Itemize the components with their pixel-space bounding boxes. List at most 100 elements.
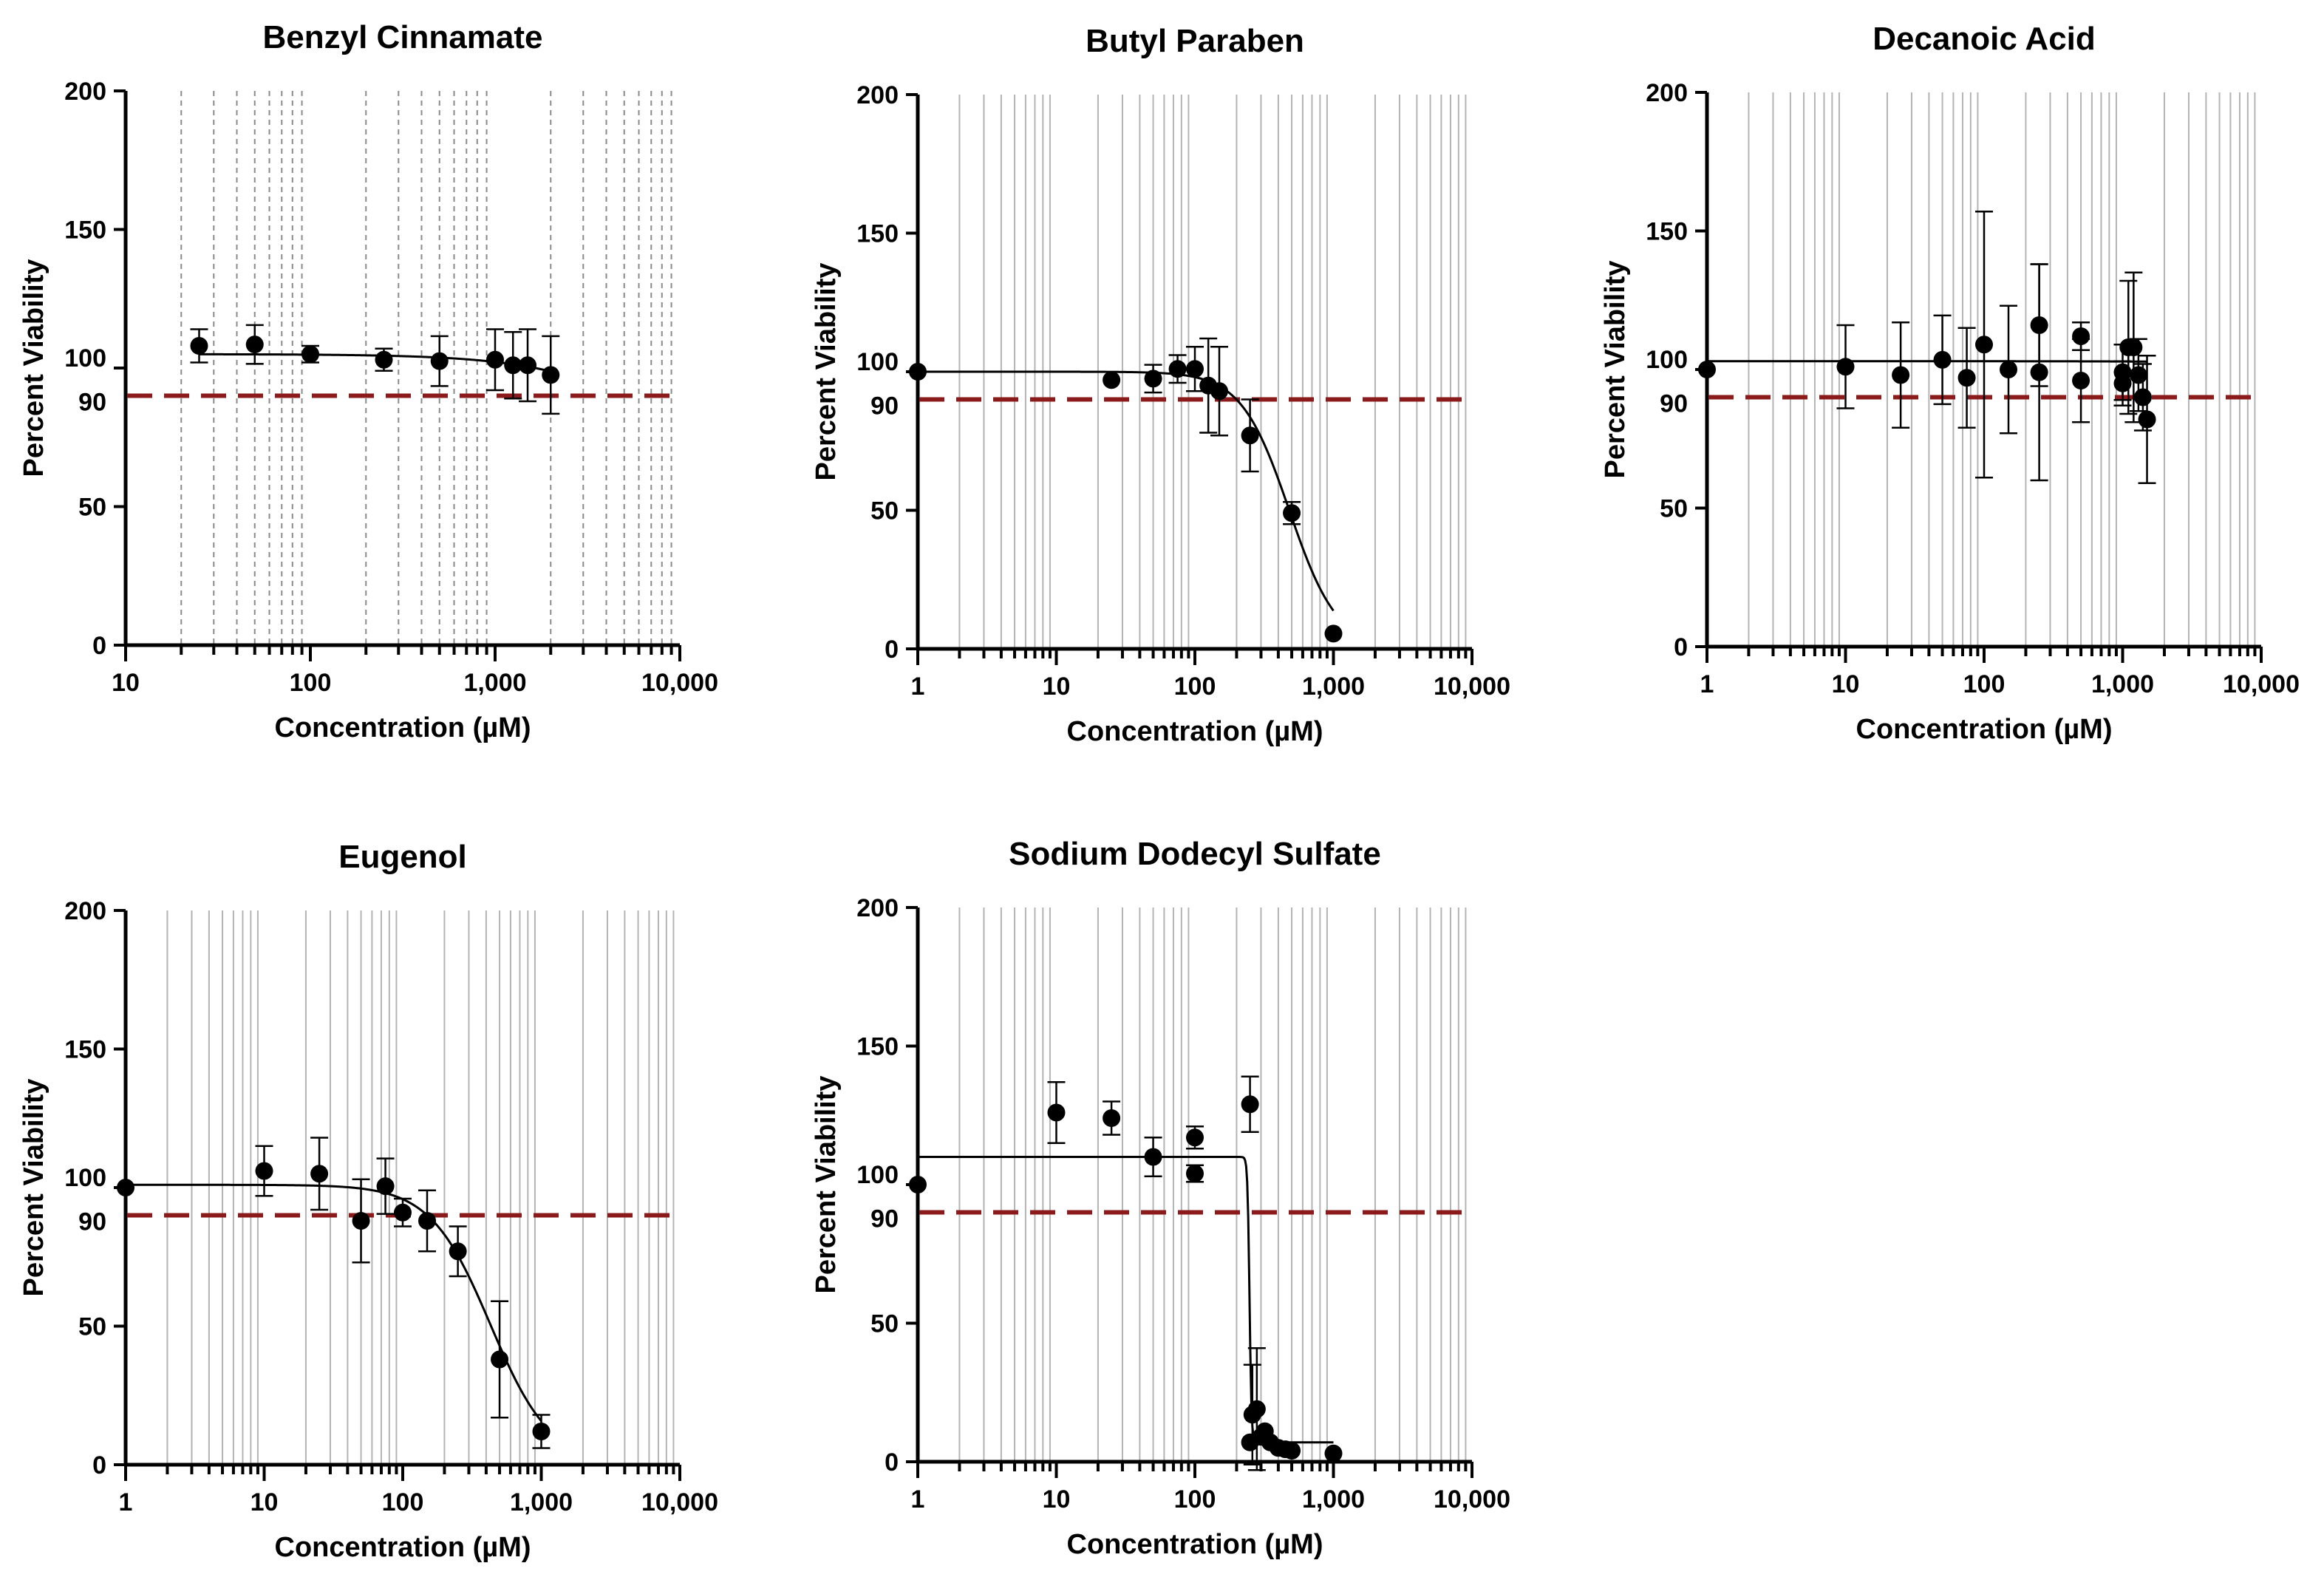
y-tick-label: 90: [78, 389, 106, 417]
grid-lines: [958, 908, 1467, 1462]
x-tick-label: 10,000: [1434, 1485, 1510, 1513]
y-tick-label: 90: [1660, 390, 1688, 418]
y-tick-label: 90: [870, 392, 899, 420]
x-tick-label: 10,000: [641, 1488, 718, 1516]
data-point: [1210, 382, 1229, 401]
x-tick-label: 10: [1043, 672, 1071, 701]
data-point: [519, 356, 537, 375]
chart-title: Benzyl Cinnamate: [263, 19, 543, 55]
y-tick-label: 100: [64, 344, 106, 372]
data-point: [1144, 370, 1162, 388]
chart-panel-butyl-paraben: Butyl Paraben 0 50 90 100 150 200 1 10 100 1,000 10…: [811, 23, 1510, 747]
y-tick-label: 0: [92, 1451, 106, 1479]
x-axis-label: Concentration (µM): [1067, 716, 1323, 747]
x-tick-label: 10,000: [1434, 672, 1510, 701]
y-tick-label: 200: [1646, 79, 1688, 107]
data-point: [301, 345, 319, 364]
data-point: [1103, 1109, 1121, 1127]
data-point: [2124, 338, 2143, 356]
data-point: [2113, 374, 2132, 392]
data-point: [2000, 361, 2018, 378]
y-tick-label: 150: [856, 1033, 899, 1061]
y-axis-label: Percent Viability: [811, 263, 842, 481]
data-point: [542, 366, 560, 384]
y-tick-label: 150: [856, 220, 899, 248]
chart-title: Decanoic Acid: [1873, 21, 2096, 57]
data-point: [245, 336, 264, 354]
data-point: [1047, 1103, 1066, 1122]
data-point: [190, 337, 208, 355]
x-tick-label: 100: [382, 1488, 424, 1516]
x-tick-label: 10: [1832, 670, 1860, 698]
chart-title: Butyl Paraben: [1086, 23, 1304, 59]
data-point: [394, 1203, 412, 1222]
x-tick-label: 1: [911, 1485, 925, 1513]
data-point: [532, 1423, 551, 1440]
y-tick-label: 50: [1660, 495, 1688, 523]
fit-curve: [918, 370, 1335, 612]
data-point: [1241, 1095, 1259, 1114]
data-point: [1324, 624, 1343, 643]
chart-panel-sodium-dodecyl-sulfate: Sodium Dodecyl Sulfate 0 50 90 100 150 200 1 10 1…: [811, 836, 1510, 1560]
data-point: [2133, 388, 2152, 406]
y-tick-label: 150: [64, 1036, 106, 1064]
x-tick-label: 10,000: [641, 669, 718, 697]
data-point: [2129, 366, 2147, 384]
x-tick-label: 100: [1174, 1485, 1216, 1513]
fit-curve: [1707, 360, 2147, 363]
x-tick-label: 1: [1700, 670, 1714, 698]
x-tick-label: 10: [251, 1488, 279, 1516]
data-point: [486, 350, 504, 369]
data-point: [1168, 360, 1187, 378]
data-point: [1698, 361, 1716, 378]
data-point: [1324, 1444, 1343, 1462]
grid-lines: [1748, 92, 2256, 647]
x-tick-label: 10,000: [2223, 670, 2300, 698]
chart-panel-benzyl-cinnamate: Benzyl Cinnamate 0 50 90 100 150 200 10 100 1,000…: [18, 19, 718, 743]
x-tick-label: 1,000: [1302, 1485, 1365, 1513]
x-tick-label: 100: [290, 669, 332, 697]
data-point: [1957, 369, 1976, 387]
data-point: [117, 1179, 134, 1196]
y-tick-label: 200: [64, 897, 106, 925]
data-point: [1836, 358, 1855, 376]
y-axis-label: Percent Viability: [1600, 261, 1631, 479]
data-point: [2072, 372, 2090, 389]
grid-lines: [180, 91, 672, 645]
y-tick-label: 90: [870, 1205, 899, 1233]
x-axis-label: Concentration (µM): [275, 1532, 531, 1563]
data-point: [1186, 1165, 1204, 1182]
data-point: [352, 1212, 370, 1230]
y-tick-label: 90: [78, 1208, 106, 1236]
y-tick-label: 100: [64, 1164, 106, 1192]
chart-title: Eugenol: [338, 839, 467, 875]
data-point: [430, 352, 449, 370]
y-tick-label: 0: [885, 636, 899, 664]
fit-curve: [918, 1156, 1334, 1444]
y-tick-label: 150: [1646, 218, 1688, 246]
x-tick-label: 1,000: [463, 669, 526, 697]
y-axis-label: Percent Viability: [811, 1076, 842, 1294]
y-tick-label: 50: [78, 494, 106, 522]
y-tick-label: 50: [78, 1313, 106, 1341]
y-tick-label: 50: [870, 497, 899, 525]
data-point: [2072, 327, 2090, 345]
data-point: [1283, 504, 1301, 522]
y-tick-label: 100: [856, 348, 899, 376]
data-point: [1186, 1128, 1204, 1147]
data-point: [1241, 426, 1259, 445]
y-tick-label: 0: [92, 632, 106, 660]
y-tick-label: 0: [1674, 633, 1688, 661]
data-point: [491, 1350, 509, 1369]
chart-panel-decanoic-acid: Decanoic Acid 0 50 90 100 150 200 1 10 100 1,000 10…: [1600, 21, 2300, 745]
fit-curve: [126, 1183, 542, 1422]
y-tick-label: 200: [856, 894, 899, 922]
y-tick-label: 0: [885, 1448, 899, 1477]
x-tick-label: 1: [911, 672, 925, 701]
x-axis-label: Concentration (µM): [1856, 714, 2113, 745]
data-point: [1975, 336, 1993, 354]
data-point: [1933, 350, 1952, 369]
y-axis-label: Percent Viability: [18, 1079, 50, 1297]
data-point: [375, 350, 393, 369]
